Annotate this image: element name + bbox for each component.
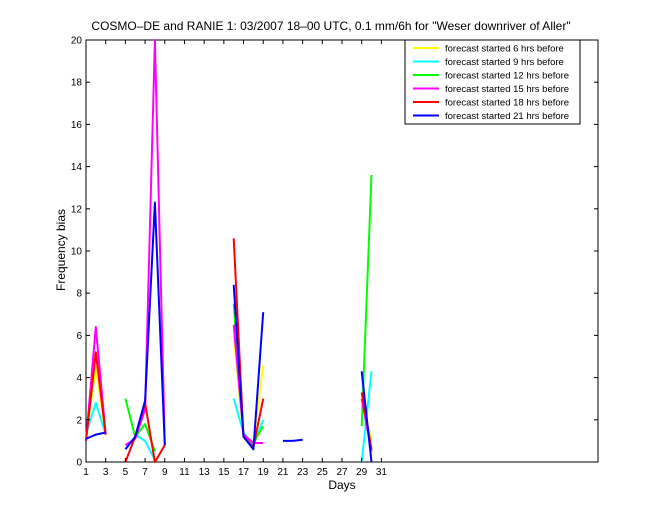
series-5 [85,238,373,463]
series-layer [85,39,373,463]
x-tick-label: 9 [162,467,168,478]
x-tick-label: 3 [103,467,109,478]
series-4 [85,39,373,452]
legend: forecast started 6 hrs before forecast st… [404,39,581,125]
x-tick-label: 5 [123,467,129,478]
series-1 [85,335,373,444]
series-line [134,433,156,461]
series-2 [85,371,373,463]
y-tick-label: 16 [71,120,83,131]
legend-label: forecast started 21 hrs before [445,111,569,122]
x-tick-label: 13 [199,467,211,478]
y-tick-label: 4 [76,373,82,384]
y-tick-label: 20 [71,36,83,47]
series-line [124,201,166,450]
y-tick-label: 10 [71,247,83,258]
x-axis-label: Days [328,478,355,492]
plot-area: 1 3 5 7 9 11 13 15 17 19 21 23 25 27 29 31 024681012141… [71,36,599,478]
y-tick-label: 12 [71,204,83,215]
y-tick-label: 8 [76,289,82,300]
x-tick-label: 29 [356,467,368,478]
y-tick-label: 0 [76,458,82,469]
y-axis-label: Frequency bias [54,209,68,291]
x-tick-label: 27 [336,467,348,478]
x-axis: 1 3 5 7 9 11 13 15 17 19 21 23 25 27 29 31 [83,40,387,478]
x-tick-label: 15 [218,467,230,478]
series-line [360,371,373,463]
series-line [85,431,106,440]
legend-box [404,39,581,125]
x-tick-label: 1 [83,467,89,478]
y-tick-label: 14 [71,162,83,173]
legend-label: forecast started 6 hrs before [445,44,564,55]
legend-label: forecast started 18 hrs before [445,98,569,109]
x-tick-label: 21 [277,467,289,478]
x-tick-label: 31 [376,467,388,478]
series-line [85,351,107,442]
series-line [85,401,107,435]
y-tick-label: 18 [71,78,83,89]
y-axis: 0 2 4 6 8 10 12 14 16 18 20 [71,36,598,469]
x-tick-label: 17 [238,467,250,478]
series-6 [85,201,373,463]
y-tick-label: 2 [76,415,82,426]
y-tick-label: 6 [76,331,82,342]
legend-label: forecast started 15 hrs before [445,84,569,95]
legend-label: forecast started 9 hrs before [445,57,564,68]
series-line [232,324,264,444]
series-line [232,284,265,451]
series-line [282,438,303,442]
x-tick-label: 11 [179,467,190,478]
legend-label: forecast started 12 hrs before [445,71,569,82]
x-tick-label: 25 [317,467,329,478]
chart-title: COSMO–DE and RANIE 1: 03/2007 18–00 UTC,… [91,19,570,33]
x-tick-label: 23 [297,467,309,478]
x-tick-label: 19 [258,467,270,478]
x-tick-label: 7 [142,467,148,478]
